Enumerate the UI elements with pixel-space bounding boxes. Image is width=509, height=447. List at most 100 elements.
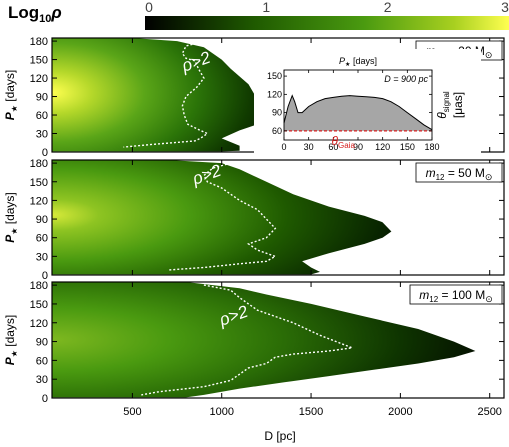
inset-chart: 0 30 60 90 120 150 180 60 90 120 150 P★ [days] D = 9… <box>254 49 481 159</box>
inset-x-tick-label: 180 <box>424 142 439 152</box>
x-tick-label: 500 <box>123 406 141 418</box>
y-tick-label: 90 <box>36 214 48 226</box>
inset-y-tick-label: 90 <box>272 108 282 118</box>
mass-label-box <box>415 162 503 183</box>
mass-label-sun-symbol: ⊙ <box>485 294 493 304</box>
x-tick-label: 1500 <box>299 406 323 418</box>
panel-frame <box>51 159 505 276</box>
inset-x-tick-label: 60 <box>328 142 338 152</box>
y-tick-label: 0 <box>42 270 48 282</box>
y-tick-label: 30 <box>36 374 48 386</box>
heatmap-region <box>52 38 265 152</box>
y-axis-label-main: P <box>3 234 17 243</box>
inset-y-tick-label: 60 <box>272 126 282 136</box>
y-axis-label-sub: ★ <box>10 228 19 235</box>
x-tick-label: 2500 <box>477 406 501 418</box>
inset-y-axis-label: θsignal <box>435 91 451 119</box>
mass-label-sub: 12 <box>436 173 445 182</box>
y-tick-label: 0 <box>42 393 48 405</box>
colorbar-tick-label: 2 <box>384 0 392 15</box>
colorbar-gradient <box>145 16 509 30</box>
mass-label-m: m <box>426 166 436 180</box>
inset-x-tick-label: 120 <box>375 142 390 152</box>
y-tick-label: 30 <box>36 251 48 263</box>
y-axis-label-sub: ★ <box>10 350 19 357</box>
y-tick-label: 180 <box>30 280 48 292</box>
y-axis-label-unit: [days] <box>3 315 17 350</box>
y-tick-label: 150 <box>30 299 48 311</box>
colorbar-label-sub: 10 <box>39 13 51 25</box>
colorbar-tick-label: 3 <box>501 0 509 15</box>
inset-threshold-theta: θ <box>331 134 338 148</box>
colorbar: Log10ρ 0 1 2 3 <box>8 0 509 30</box>
y-tick-label: 0 <box>42 147 48 159</box>
colorbar-label-text: Log <box>8 3 39 22</box>
inset-threshold-sub: Gaia <box>338 141 355 150</box>
mass-label: m12 = 50 M⊙ <box>426 166 493 182</box>
y-tick-label: 180 <box>30 158 48 170</box>
inset-y-label-sub: signal <box>442 91 451 112</box>
y-tick-label: 150 <box>30 55 48 67</box>
inset-x-tick-label: 0 <box>281 142 286 152</box>
rho2-contour-line <box>141 284 355 396</box>
mass-label-sub: 12 <box>429 295 438 304</box>
inset-signal-line <box>283 94 433 131</box>
inset-y-tick-label: 120 <box>267 89 282 99</box>
inset-y-label-theta: θ <box>435 112 449 119</box>
y-axis-label-unit: [days] <box>3 70 17 105</box>
y-axis-label-sub: ★ <box>10 105 19 112</box>
y-axis-label: P★ [days] <box>3 192 19 243</box>
inset-x-tick-label: 150 <box>400 142 415 152</box>
heatmap-region <box>52 160 392 275</box>
panel-frame <box>51 281 505 399</box>
mass-label-sun-symbol: ⊙ <box>485 50 493 60</box>
inset-y-axis-unit: [μas] <box>451 92 465 118</box>
y-tick-label: 60 <box>36 233 48 245</box>
x-axis-label: D [pc] <box>264 429 295 443</box>
heatmap-region <box>52 282 476 398</box>
y-axis-label-main: P <box>3 111 17 120</box>
y-tick-label: 90 <box>36 92 48 104</box>
inset-distance-annotation: D = 900 pc <box>384 74 428 84</box>
inset-title: P★ [days] <box>339 56 377 68</box>
x-tick-label: 2000 <box>388 406 412 418</box>
y-axis-label: P★ [days] <box>3 70 19 121</box>
colorbar-label: Log10ρ <box>8 3 62 25</box>
mass-label-value: = 50 M <box>445 166 485 180</box>
inset-gaia-threshold-label: θGaia <box>331 134 355 150</box>
y-tick-label: 150 <box>30 177 48 189</box>
y-tick-label: 120 <box>30 195 48 207</box>
y-tick-label: 90 <box>36 337 48 349</box>
colorbar-tick-label: 0 <box>145 0 153 15</box>
colorbar-ticks: 0 1 2 3 <box>145 0 509 15</box>
inset-title-unit: [days] <box>350 56 377 66</box>
rho2-contour-line <box>168 162 278 271</box>
y-tick-label: 30 <box>36 129 48 141</box>
inset-x-tick-label: 90 <box>353 142 363 152</box>
mass-label-sun-symbol: ⊙ <box>485 172 493 182</box>
inset-title-main: P <box>339 56 345 66</box>
x-tick-label: 1000 <box>209 406 233 418</box>
y-tick-label: 120 <box>30 73 48 85</box>
inset-title-sub: ★ <box>345 61 350 68</box>
y-tick-label: 180 <box>30 36 48 48</box>
inset-x-tick-label: 30 <box>304 142 314 152</box>
colorbar-tick-label: 1 <box>262 0 270 15</box>
mass-label-box <box>409 284 503 305</box>
inset-y-tick-label: 150 <box>267 71 282 81</box>
y-axis-label-unit: [days] <box>3 192 17 227</box>
mass-label-m: m <box>419 288 429 302</box>
mass-label: m12 = 100 M⊙ <box>419 288 492 304</box>
y-axis-label-main: P <box>3 356 17 365</box>
colorbar-label-sym: ρ <box>50 3 61 22</box>
y-axis-label: P★ [days] <box>3 315 19 366</box>
y-tick-label: 60 <box>36 355 48 367</box>
mass-label-value: = 100 M <box>438 288 485 302</box>
y-tick-label: 120 <box>30 318 48 330</box>
rho2-contour-line <box>123 40 209 148</box>
y-tick-label: 60 <box>36 110 48 122</box>
